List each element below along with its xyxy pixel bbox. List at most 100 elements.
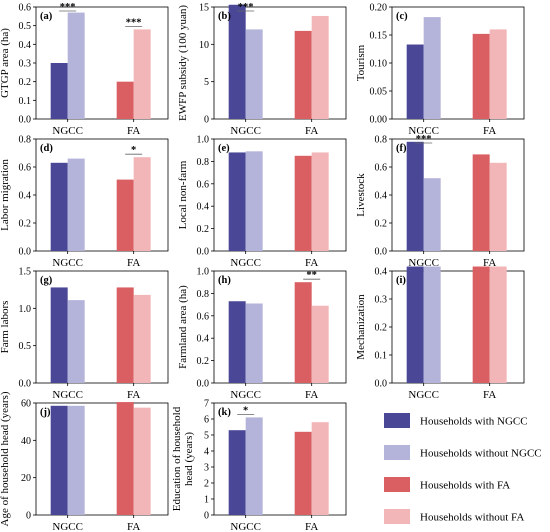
bar	[133, 157, 151, 251]
axes-frame	[35, 270, 169, 384]
y-tick-label: 20	[21, 473, 31, 484]
y-tick-label: 5	[204, 77, 209, 88]
bar	[406, 266, 424, 383]
bar	[245, 29, 263, 119]
bar	[423, 178, 441, 251]
legend-swatch	[384, 413, 410, 428]
y-tick-label: 1	[204, 495, 209, 506]
y-tick-label: 1.0	[197, 267, 210, 278]
panel-label: (k)	[218, 407, 231, 418]
bar	[406, 141, 424, 251]
x-tick-label: NGCC	[230, 389, 261, 401]
bar	[50, 63, 68, 119]
y-tick-label: 0.0	[375, 247, 388, 258]
y-tick-label: 0.05	[370, 87, 388, 98]
panel-label: (j)	[40, 407, 51, 418]
legend-label: Households without FA	[420, 512, 524, 524]
y-tick-label: 0.6	[197, 179, 210, 190]
axes-frame	[213, 270, 347, 384]
bar	[133, 407, 151, 515]
bar	[489, 29, 507, 119]
y-tick-label: 0.4	[375, 191, 388, 202]
axes-frame	[35, 402, 169, 516]
bar	[67, 300, 85, 383]
x-tick-label: NGCC	[52, 521, 83, 532]
y-tick-label: 0.00	[370, 115, 388, 126]
y-tick-label: 0.4	[19, 40, 32, 51]
bar	[116, 81, 134, 119]
panel-label: (a)	[40, 11, 53, 22]
y-tick-label: 60	[21, 399, 31, 410]
y-tick-label: 0.6	[19, 3, 32, 14]
y-tick-label: 0.2	[197, 356, 210, 367]
bar	[116, 402, 134, 515]
bar	[228, 430, 246, 515]
y-tick-label: 0.8	[19, 135, 32, 146]
y-tick-label: 0.4	[19, 191, 32, 202]
y-tick-label: 0.0	[19, 115, 32, 126]
y-axis-label: Local non-farm	[177, 160, 189, 229]
x-tick-label: FA	[483, 257, 496, 269]
bar	[228, 301, 246, 383]
y-tick-label: 0.0	[19, 379, 32, 390]
y-tick-label: 0	[26, 511, 31, 522]
bar	[472, 154, 490, 251]
chart-panel: 0.0 0.2 0.4 0.6 0.8 1.0 Farmland area (ha) NGCC…	[177, 267, 347, 401]
bar	[294, 282, 312, 383]
y-tick-label: 0.8	[197, 157, 210, 168]
significance-marker: ***	[126, 17, 142, 28]
axes-frame	[213, 402, 347, 516]
x-tick-label: FA	[305, 521, 318, 532]
x-tick-label: FA	[127, 257, 140, 269]
panel-label: (d)	[40, 143, 53, 154]
bar	[50, 287, 68, 383]
y-tick-label: 3	[204, 463, 209, 474]
chart-panel: 0.0 0.1 0.2 0.3 0.4 0.5 0.6 GTGP area (ha) NGCC F…	[0, 2, 169, 137]
chart-panel: 0 20 40 60 Age of household head (years) NGCC…	[0, 391, 169, 532]
panel-label: (f)	[396, 143, 407, 154]
bar	[133, 29, 151, 119]
bar	[67, 158, 85, 251]
y-tick-label: 0	[204, 511, 209, 522]
chart-panel: 0.0 0.1 0.2 0.3 0.4 Mechanization NGCC FA (i)	[355, 266, 525, 401]
panel-label: (b)	[218, 11, 231, 22]
x-tick-label: FA	[483, 125, 496, 137]
x-tick-label: NGCC	[52, 257, 83, 269]
y-tick-label: 0.1	[375, 351, 388, 362]
x-tick-label: NGCC	[408, 125, 439, 137]
axes-frame	[213, 6, 347, 120]
x-tick-label: NGCC	[230, 125, 261, 137]
bar	[472, 266, 490, 383]
y-axis-label: Education of householdhead (years)	[171, 406, 195, 511]
bar	[245, 303, 263, 383]
y-axis-label: Tourism	[355, 44, 367, 81]
significance-marker: *	[131, 145, 136, 156]
chart-panel: 0.0 0.2 0.4 0.6 0.8 Labor migration NGCC FA * (d)	[0, 135, 169, 269]
y-tick-label: 0.6	[19, 163, 32, 174]
y-tick-label: 6	[204, 415, 209, 426]
panel-label: (c)	[396, 11, 408, 22]
y-tick-label: 0	[204, 115, 209, 126]
bar	[489, 266, 507, 383]
bar	[311, 15, 329, 120]
y-tick-label: 0.0	[375, 379, 388, 390]
chart-panel: 0.00 0.05 0.10 0.15 0.20 Tourism NGCC FA (c)	[355, 3, 525, 137]
bar	[406, 44, 424, 119]
bar	[472, 33, 490, 119]
panel-label: (e)	[218, 143, 230, 154]
y-tick-label: 5	[204, 431, 209, 442]
bar	[228, 152, 246, 251]
bar	[294, 30, 312, 119]
bar	[311, 305, 329, 383]
y-tick-label: 0.3	[375, 295, 388, 306]
legend-label: Households with FA	[420, 480, 510, 492]
y-tick-label: 0.8	[375, 135, 388, 146]
panel-label: (i)	[396, 275, 406, 286]
y-tick-label: 10	[199, 40, 209, 51]
bar	[133, 294, 151, 383]
x-tick-label: FA	[127, 389, 140, 401]
legend: Households with NGCC Households without N…	[384, 413, 542, 524]
y-tick-label: 0.10	[370, 59, 388, 70]
bar	[228, 4, 246, 119]
